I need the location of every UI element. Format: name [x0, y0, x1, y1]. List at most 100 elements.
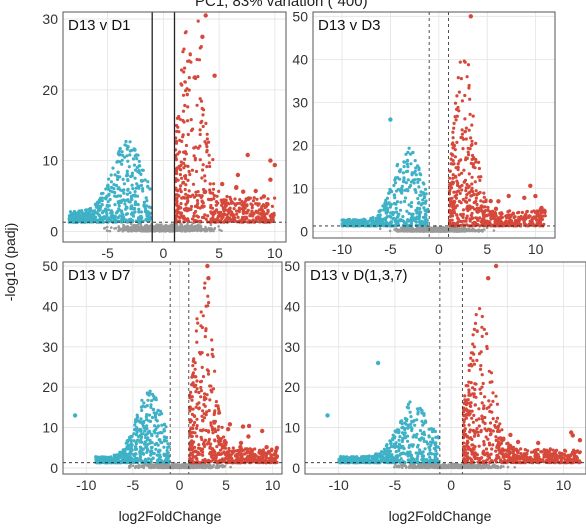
scatter-point [133, 428, 137, 432]
scatter-point [125, 144, 129, 148]
scatter-point [409, 204, 413, 209]
y-tick-label: 40 [292, 51, 308, 67]
scatter-point [123, 155, 127, 159]
y-tick-label: 30 [292, 94, 308, 110]
scatter-point [186, 105, 190, 109]
scatter-point [111, 166, 115, 170]
scatter-point [238, 198, 242, 202]
scatter-point [155, 465, 159, 469]
scatter-point [449, 152, 453, 156]
scatter-point [80, 214, 84, 218]
scatter-point [227, 446, 231, 451]
scatter-point [179, 463, 182, 467]
scatter-point [77, 220, 81, 224]
scatter-point [444, 229, 448, 233]
scatter-point [117, 229, 120, 232]
scatter-point [159, 440, 163, 444]
scatter-point [137, 159, 141, 163]
y-tick-label: 10 [42, 153, 58, 169]
scatter-point [205, 165, 209, 169]
scatter-point [392, 183, 396, 188]
y-tick-label: 0 [300, 224, 308, 240]
scatter-point [397, 212, 401, 216]
scatter-point [408, 229, 412, 233]
scatter-point [480, 229, 483, 233]
scatter-point [268, 177, 273, 182]
scatter-point [456, 105, 460, 110]
scatter-point [413, 188, 417, 192]
scatter-point [390, 190, 394, 194]
scatter-point [132, 163, 137, 167]
scatter-point [127, 200, 131, 204]
scatter-point [196, 205, 200, 209]
scatter-point [489, 214, 493, 218]
scatter-point [538, 207, 543, 213]
scatter-point [145, 230, 149, 233]
scatter-point [464, 126, 468, 130]
scatter-point [110, 213, 115, 217]
scatter-point [117, 456, 122, 460]
scatter-point [120, 150, 124, 154]
scatter-point [211, 158, 215, 162]
scatter-point [452, 121, 456, 125]
scatter-point [394, 176, 398, 180]
scatter-point [184, 202, 188, 206]
scatter-point [439, 229, 443, 233]
scatter-point [147, 413, 152, 417]
scatter-point [112, 217, 116, 221]
scatter-point [464, 196, 468, 200]
scatter-point [486, 205, 490, 210]
scatter-point [195, 417, 199, 421]
scatter-point [189, 60, 193, 64]
scatter-point [141, 421, 146, 425]
scatter-point [205, 137, 209, 141]
scatter-point [195, 317, 199, 321]
scatter-point [522, 215, 526, 219]
scatter-point [474, 199, 478, 203]
scatter-point [125, 169, 129, 173]
scatter-point [461, 208, 466, 212]
scatter-point [183, 225, 186, 228]
scatter-point [212, 229, 215, 233]
scatter-point [472, 192, 476, 196]
scatter-point [108, 219, 112, 223]
scatter-point [197, 226, 200, 229]
scatter-point [132, 211, 136, 215]
scatter-point [456, 220, 460, 224]
scatter-point [543, 214, 547, 218]
scatter-point [451, 221, 455, 226]
scatter-point [140, 440, 144, 444]
scatter-point [451, 136, 455, 140]
scatter-point [129, 228, 133, 232]
scatter-point [130, 457, 134, 461]
scatter-point [117, 186, 121, 190]
scatter-point [198, 132, 202, 137]
points [67, 13, 277, 233]
scatter-point [177, 130, 181, 134]
scatter-point [401, 171, 405, 175]
scatter-point [516, 211, 520, 215]
scatter-point [139, 214, 143, 218]
scatter-point [94, 204, 99, 208]
scatter-point [201, 466, 204, 469]
scatter-point [261, 194, 267, 199]
scatter-point [139, 228, 142, 231]
scatter-point [128, 191, 132, 195]
scatter-point [112, 183, 116, 187]
scatter-point [224, 204, 228, 208]
scatter-point [127, 165, 131, 169]
scatter-point [194, 193, 198, 197]
scatter-point [116, 170, 120, 174]
scatter-point [118, 199, 123, 204]
scatter-point [407, 146, 411, 150]
scatter-point [389, 215, 393, 219]
scatter-point [182, 466, 186, 469]
scatter-point [242, 211, 246, 215]
scatter-point [403, 199, 407, 204]
scatter-point [107, 177, 111, 181]
scatter-point [155, 442, 159, 446]
scatter-point [422, 192, 426, 196]
scatter-point [196, 75, 200, 79]
scatter-point [117, 204, 121, 208]
scatter-point [457, 159, 461, 163]
